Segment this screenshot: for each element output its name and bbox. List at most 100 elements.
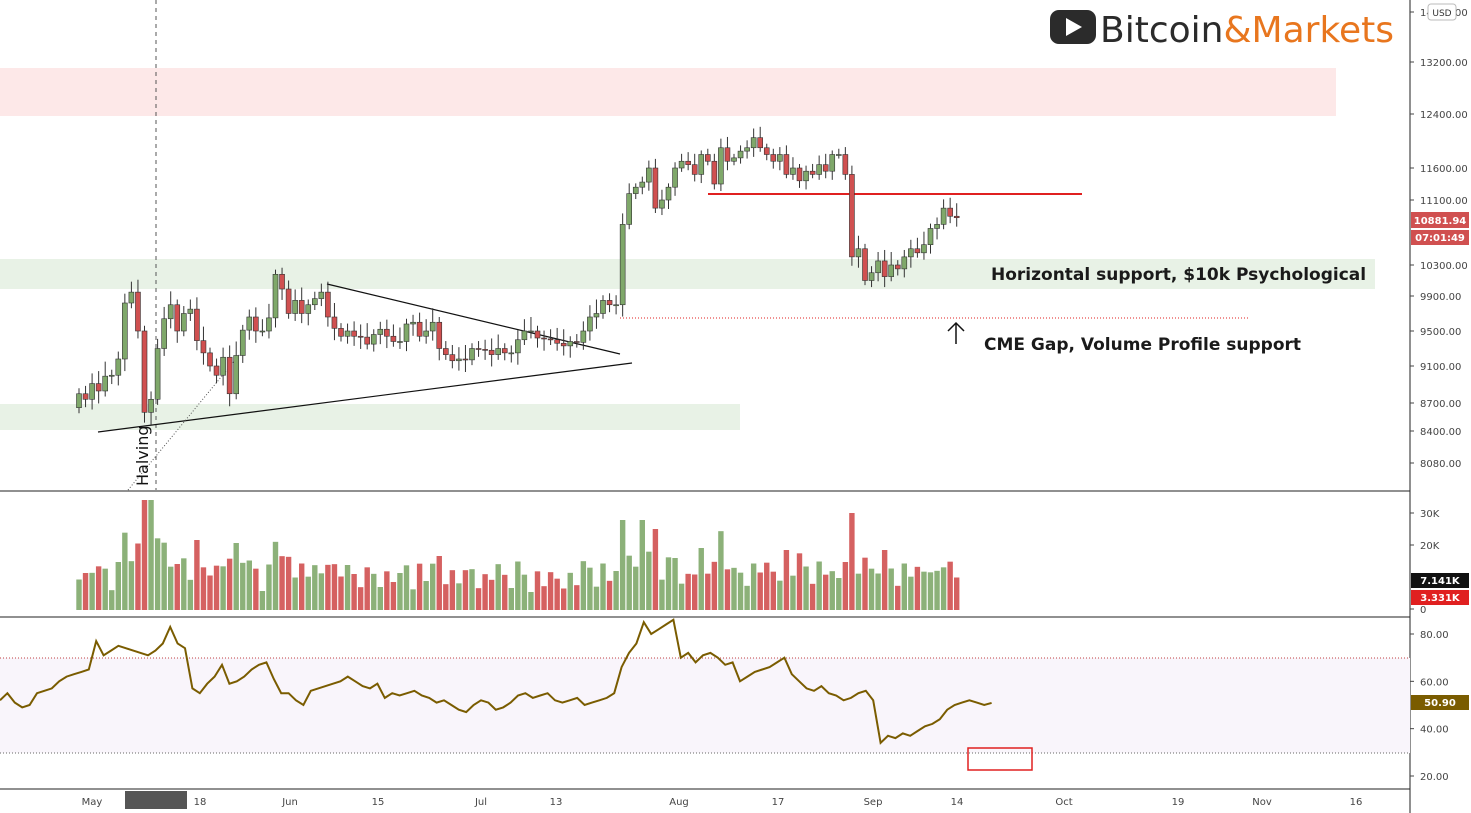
- candle: [750, 137, 757, 149]
- volume-bar: [914, 566, 921, 610]
- volume-bar: [390, 582, 397, 610]
- candle: [351, 330, 357, 337]
- volume-bar: [580, 561, 587, 610]
- time-tick-label: 13: [550, 797, 563, 808]
- candle: [809, 170, 816, 175]
- last-price-label: 10881.94: [1414, 216, 1467, 227]
- candle: [639, 181, 646, 188]
- volume-tick-label: 0: [1420, 605, 1426, 616]
- candle: [115, 358, 122, 376]
- candle: [927, 228, 934, 245]
- volume-bar: [299, 563, 305, 610]
- candle: [325, 291, 331, 318]
- candle: [482, 349, 488, 351]
- volume-bar: [659, 579, 665, 610]
- candle: [318, 291, 325, 299]
- candle: [573, 341, 580, 343]
- volume-bar: [567, 572, 573, 610]
- volume-bar: [606, 580, 613, 610]
- candle: [495, 348, 502, 355]
- candle: [390, 335, 397, 342]
- price-tick-label: 9900.00: [1420, 292, 1461, 303]
- rsi-axis: 80.00 60.00 40.00 20.00: [1410, 630, 1449, 783]
- candle: [102, 375, 108, 392]
- candle: [344, 330, 351, 337]
- annotation-cme: CME Gap, Volume Profile support: [984, 335, 1301, 355]
- volume-bar: [325, 564, 331, 610]
- volume-bar: [482, 574, 488, 610]
- volume-bar: [475, 588, 482, 610]
- candle: [600, 300, 606, 314]
- rsi-highlight-box: [967, 747, 1033, 771]
- volume-bar: [266, 564, 272, 610]
- candle: [554, 339, 560, 344]
- candle: [947, 207, 953, 217]
- candle: [239, 329, 246, 356]
- candle: [849, 174, 855, 258]
- time-tick-label: 18: [194, 797, 207, 808]
- candle: [207, 352, 213, 367]
- candle: [868, 272, 875, 281]
- volume-bar: [678, 583, 685, 610]
- price-tick-label: 12400.00: [1420, 110, 1468, 121]
- candle: [953, 215, 960, 219]
- volume-bar: [875, 573, 881, 610]
- volume-bar: [95, 566, 102, 610]
- countdown-label: 07:01:49: [1415, 233, 1465, 244]
- volume-bar: [534, 571, 541, 610]
- volume-bar: [436, 556, 442, 610]
- volume-bar: [449, 570, 456, 610]
- candle: [521, 330, 528, 341]
- volume-bar: [115, 562, 121, 610]
- price-tick-label: 11600.00: [1420, 164, 1468, 175]
- candle: [587, 316, 593, 332]
- volume-bar: [226, 558, 233, 610]
- resistance-zone: [0, 68, 1336, 116]
- candle: [881, 260, 888, 277]
- candle: [894, 264, 901, 270]
- volume-bar: [528, 592, 534, 610]
- last-price-tag: [1411, 212, 1469, 228]
- candle: [213, 365, 220, 376]
- support-zone-10k: [0, 259, 1375, 289]
- candle: [940, 207, 947, 225]
- volume-bar: [646, 551, 652, 610]
- volume-bar: [469, 569, 475, 610]
- volume-bar: [351, 574, 357, 610]
- volume-bar: [587, 567, 593, 610]
- volume-bar: [764, 562, 770, 610]
- volume-bar: [757, 572, 763, 610]
- volume-bar: [901, 563, 907, 610]
- volume-bar: [639, 520, 645, 610]
- price-tick-label: 8400.00: [1420, 427, 1461, 438]
- volume-bar: [836, 578, 842, 610]
- rsi-tick-label: 20.00: [1420, 772, 1449, 783]
- candle: [187, 308, 194, 314]
- time-tick-label: Jun: [281, 797, 298, 808]
- candle: [829, 154, 836, 172]
- candle: [711, 160, 718, 185]
- candle: [331, 316, 338, 329]
- volume-bar: [908, 576, 914, 610]
- volume-bar: [272, 541, 279, 610]
- volume-bar: [109, 590, 115, 610]
- candle: [646, 167, 652, 183]
- candle: [842, 154, 849, 175]
- volume-bar: [744, 585, 750, 610]
- candle: [718, 147, 724, 185]
- volume-bar: [750, 563, 757, 610]
- candle: [652, 167, 659, 209]
- volume-bar: [823, 574, 829, 610]
- candle: [835, 154, 842, 156]
- currency-badge[interactable]: [1427, 3, 1457, 21]
- rsi-tick-label: 60.00: [1420, 677, 1449, 688]
- triangle-lower-trendline: [97, 362, 633, 433]
- volume-bar: [259, 591, 266, 610]
- volume-bar: [207, 575, 213, 610]
- volume-layer: [76, 500, 960, 610]
- volume-bar: [377, 587, 383, 610]
- candle: [357, 335, 364, 338]
- candle: [226, 356, 233, 395]
- candle: [403, 323, 410, 342]
